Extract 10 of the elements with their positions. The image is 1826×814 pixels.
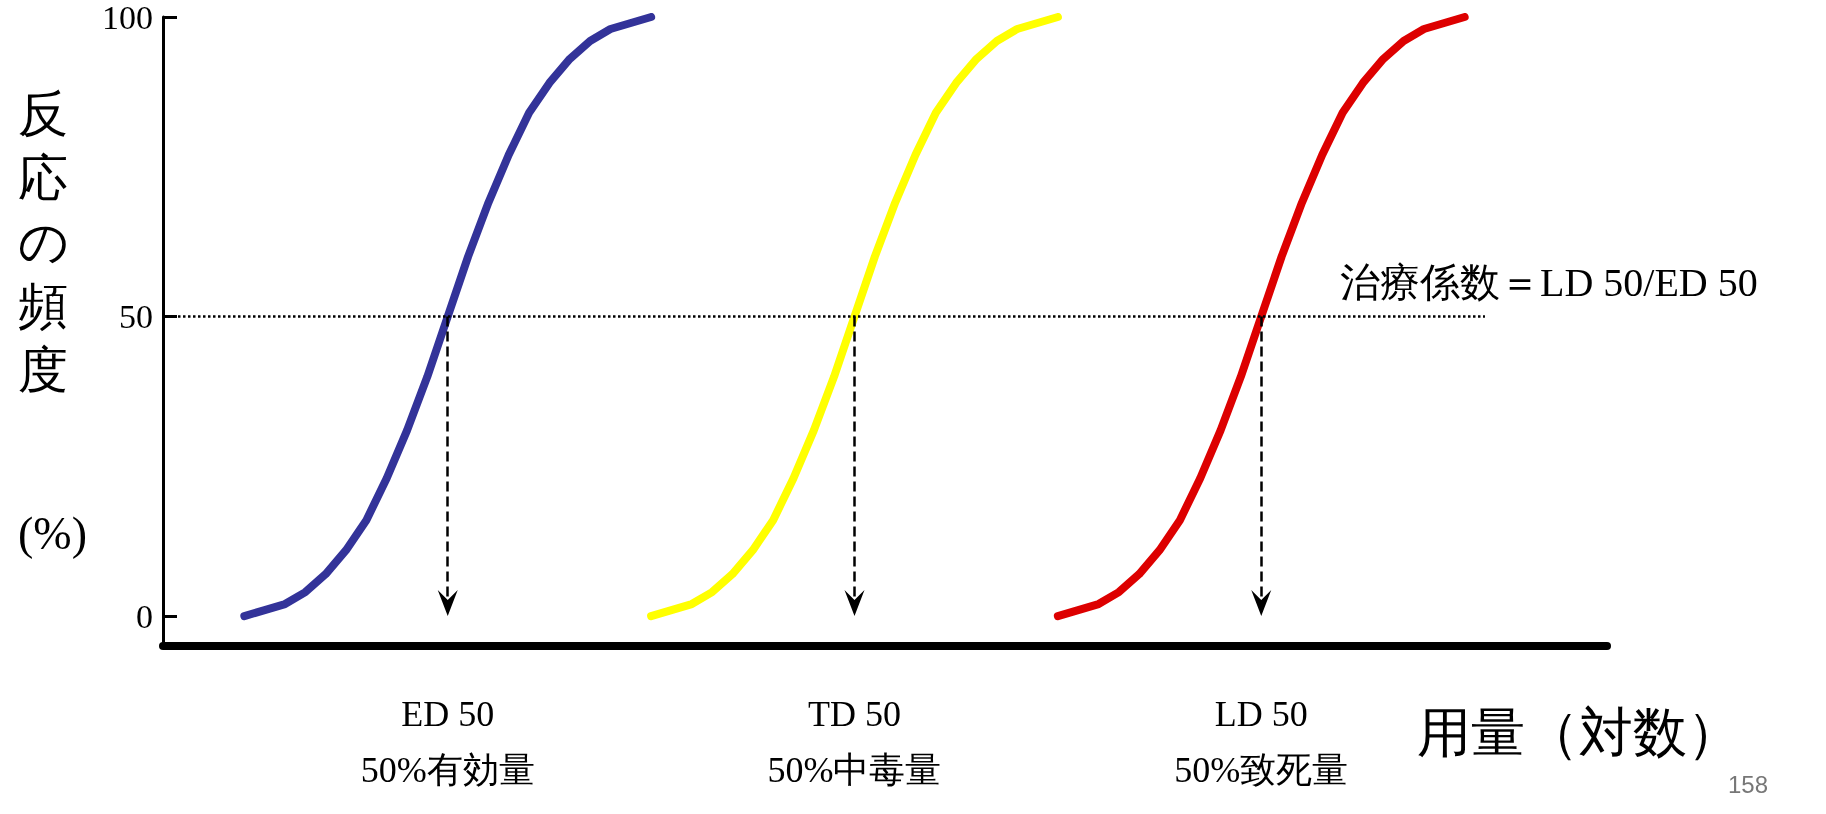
text: 反応の頻度 (%) <box>18 86 87 559</box>
y-tick-label: 0 <box>136 597 153 635</box>
annotation: 治療係数＝LD 50/ED 50 <box>1340 259 1758 305</box>
x-tick-label: TD 50 50%中毒量 <box>767 694 942 790</box>
x-tick-label: LD 50 50%致死量 <box>1174 694 1349 790</box>
x-axis-title: 用量（対数） <box>1417 703 1741 763</box>
x-tick-label: ED 50 50%有効量 <box>360 694 535 790</box>
y-tick-label: 100 <box>102 0 153 36</box>
y-tick-label: 50 <box>119 298 153 336</box>
text: 158 <box>1728 770 1769 798</box>
